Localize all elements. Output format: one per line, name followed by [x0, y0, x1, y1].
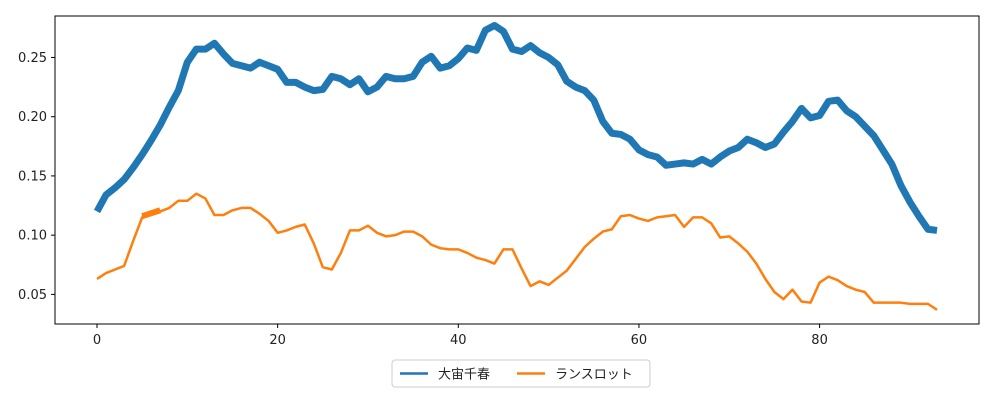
axes-frame [54, 15, 980, 325]
legend-label-2: ランスロット [555, 368, 633, 383]
x-tick-label: 60 [631, 333, 648, 348]
x-tick-label: 0 [93, 333, 101, 348]
series-line-1 [93, 21, 938, 234]
y-tick-label: 0.15 [18, 169, 47, 184]
legend-label-1: 大宙千春 [438, 368, 490, 383]
y-tick-label: 0.20 [18, 110, 47, 125]
x-tick-label: 40 [450, 333, 467, 348]
series-line-3 [141, 207, 162, 220]
y-tick-label: 0.10 [18, 229, 47, 244]
x-tick-label: 80 [811, 333, 828, 348]
x-tick-label: 20 [269, 333, 286, 348]
series-line-2 [96, 192, 938, 311]
legend: 大宙千春 ランスロット [391, 359, 651, 388]
plot-area: 0 20 40 60 80 0.05 0.10 0.15 0.20 0.25 [18, 15, 980, 348]
y-tick-label: 0.25 [18, 51, 47, 66]
y-tick-label: 0.05 [18, 288, 47, 303]
